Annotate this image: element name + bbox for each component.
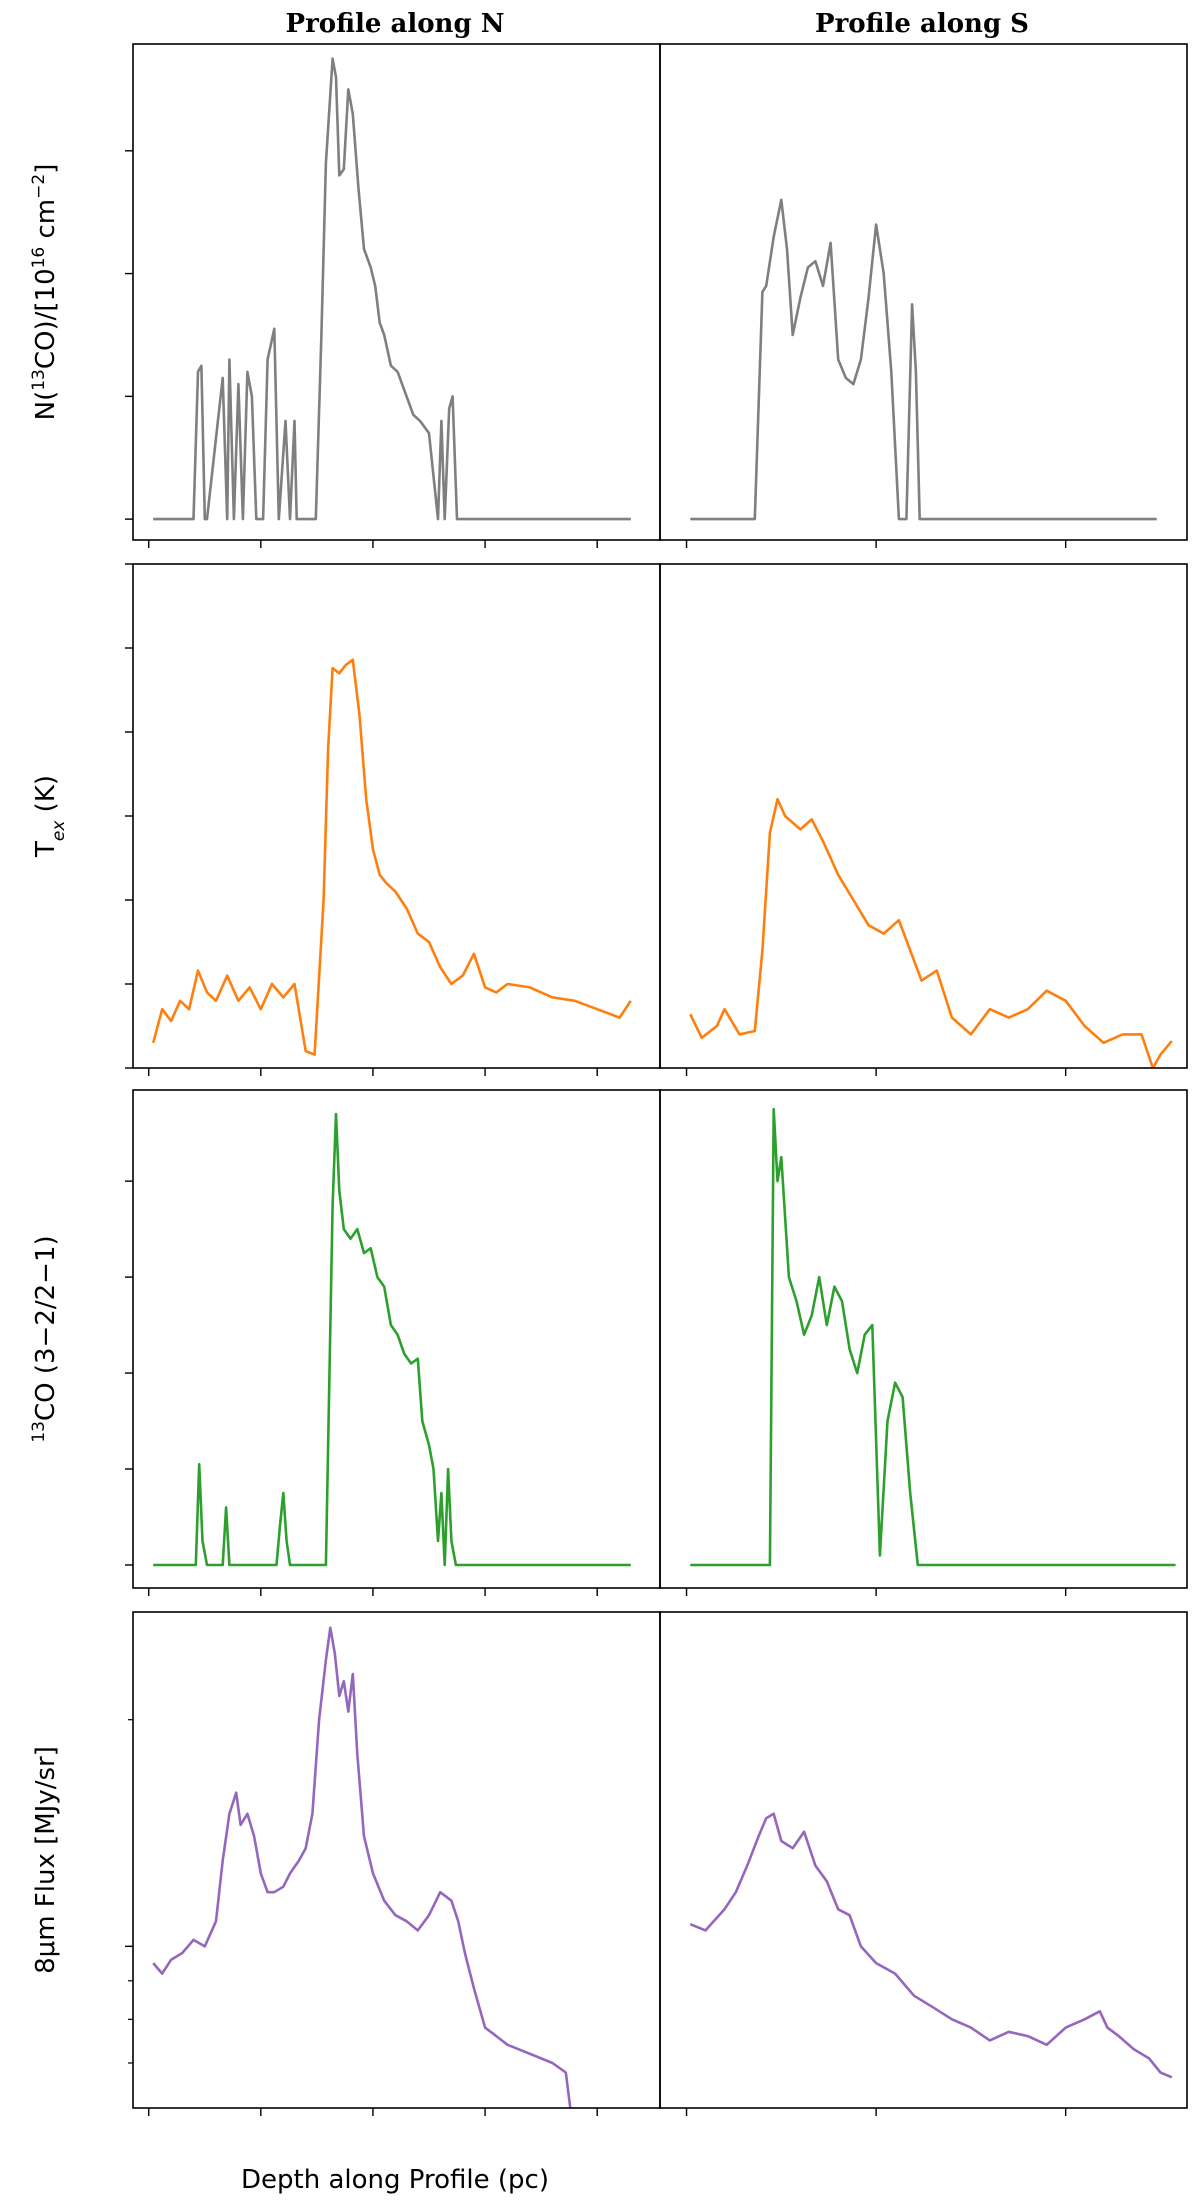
panel-r3-c0: 8μm Flux [MJy/sr] (31, 1611, 661, 2116)
data-line (153, 57, 631, 521)
plot-frame (132, 1611, 661, 2109)
y-axis-label: Tex (K) (31, 775, 69, 858)
panel-r1-c1 (659, 563, 1188, 1076)
plot-frame (659, 1611, 1188, 2109)
data-line (689, 797, 1173, 1068)
panel-r1-c0: Tex (K) (31, 563, 661, 1076)
x-axis-label: Depth along Profile (pc) (241, 2165, 549, 2195)
panel-r0-c1 (659, 43, 1188, 548)
col-title-n: Profile along N (286, 9, 505, 39)
data-line (690, 198, 1157, 521)
panel-r3-c1 (659, 1611, 1188, 2116)
y-axis-label: 8μm Flux [MJy/sr] (31, 1746, 61, 1974)
col-title-s: Profile along S (815, 9, 1029, 39)
panels: N(13CO)/[1016 cm−2] Tex (K) 13CO (3−2/2−1)… (29, 43, 1188, 2116)
data-line (152, 1626, 572, 2108)
plot-frame (659, 563, 1188, 1069)
data-line (690, 1107, 1176, 1567)
plot-frame (659, 1089, 1188, 1589)
data-line (153, 1112, 631, 1567)
panel-r0-c0: N(13CO)/[1016 cm−2] (29, 43, 661, 548)
plot-frame (132, 1089, 661, 1589)
panel-r2-c1 (659, 1089, 1188, 1596)
plot-frame (659, 43, 1188, 541)
plot-frame (132, 563, 661, 1069)
y-axis-label: 13CO (3−2/2−1) (29, 1235, 61, 1442)
y-axis-label: N(13CO)/[1016 cm−2] (29, 164, 61, 421)
panel-r2-c0: 13CO (3−2/2−1) (29, 1089, 661, 1596)
data-line (689, 1812, 1173, 2079)
data-line (151, 658, 632, 1056)
